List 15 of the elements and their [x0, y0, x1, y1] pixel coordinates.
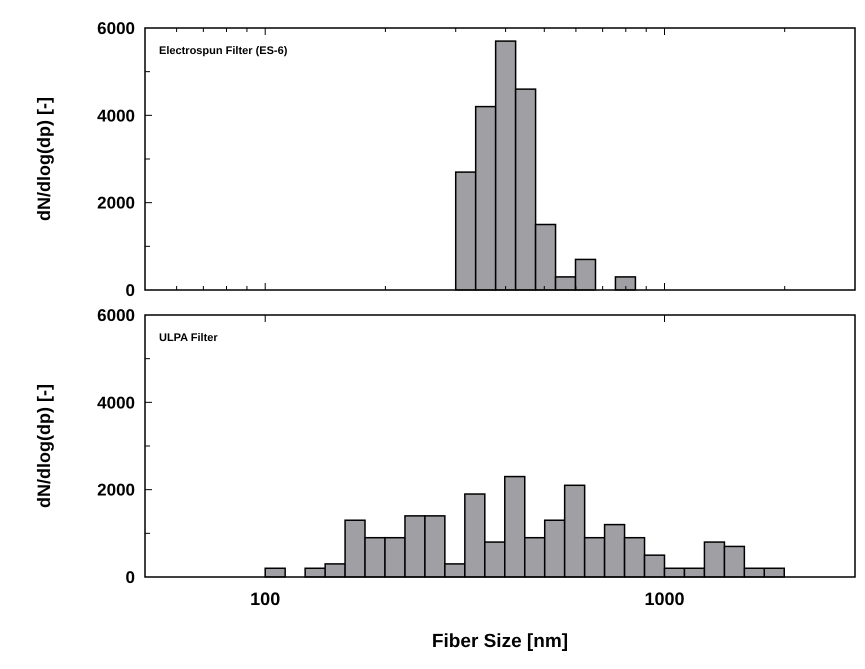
annotation: ULPA Filter: [159, 332, 218, 344]
y-tick-label: 6000: [97, 306, 135, 325]
annotation: Electrospun Filter (ES-6): [159, 45, 288, 57]
y-axis-title: dN/dlog(dp) [-]: [34, 97, 54, 221]
y-tick-label: 2000: [97, 480, 135, 500]
y-axis-title: dN/dlog(dp) [-]: [34, 384, 54, 508]
y-tick-label: 6000: [97, 19, 135, 38]
y-tick-label: 4000: [97, 393, 135, 412]
y-tick-label: 2000: [97, 194, 135, 213]
x-tick-label: 100: [250, 589, 280, 609]
x-axis-title: Fiber Size [nm]: [432, 631, 568, 652]
y-tick-label: 0: [126, 568, 135, 587]
y-tick-label: 4000: [97, 106, 135, 126]
x-tick-label: 1000: [644, 589, 685, 609]
y-tick-label: 0: [126, 281, 135, 300]
